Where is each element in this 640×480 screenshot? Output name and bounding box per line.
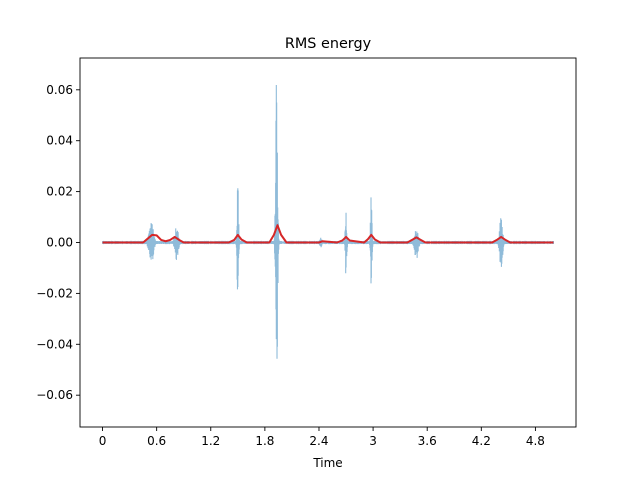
chart-title: RMS energy xyxy=(285,36,372,52)
y-tick-label: −0.06 xyxy=(36,388,73,402)
x-tick-label: 2.4 xyxy=(309,434,328,448)
rms-energy-line xyxy=(102,224,554,244)
x-tick-label: 3.6 xyxy=(418,434,437,448)
plot-area xyxy=(102,85,554,359)
x-tick-label: 1.2 xyxy=(201,434,220,448)
y-tick-label: 0.00 xyxy=(46,236,73,250)
y-tick-label: −0.04 xyxy=(36,337,73,351)
x-axis-label: Time xyxy=(312,456,342,470)
axes: 0 0.6 1.2 1.8 2.4 3 3.6 4.2 4.8 −0.06 −0.04 −0.02 0.… xyxy=(36,57,577,448)
y-tick-label: −0.02 xyxy=(36,286,73,300)
x-tick-label: 1.8 xyxy=(255,434,274,448)
x-tick-label: 0.6 xyxy=(147,434,166,448)
y-tick-label: 0.06 xyxy=(46,83,73,97)
x-tick-label: 4.2 xyxy=(472,434,491,448)
y-tick-label: 0.04 xyxy=(46,134,73,148)
x-tick-label: 3 xyxy=(369,434,377,448)
x-tick-label: 4.8 xyxy=(526,434,545,448)
y-tick-label: 0.02 xyxy=(46,185,73,199)
x-tick-label: 0 xyxy=(99,434,107,448)
